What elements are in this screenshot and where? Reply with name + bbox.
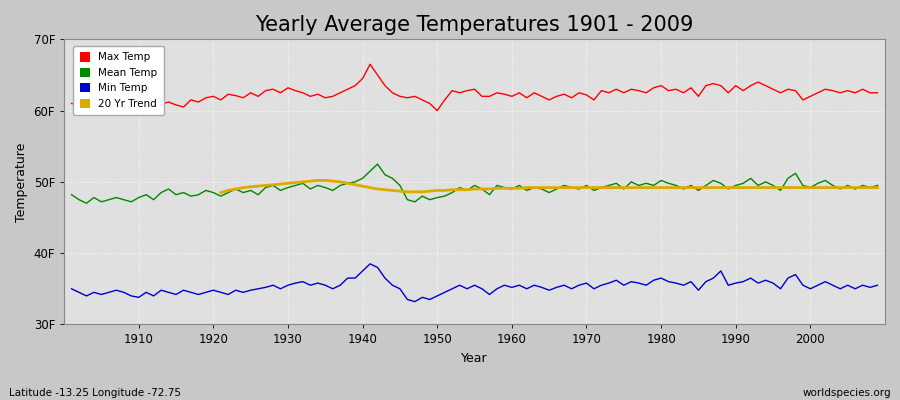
Legend: Max Temp, Mean Temp, Min Temp, 20 Yr Trend: Max Temp, Mean Temp, Min Temp, 20 Yr Tre…: [74, 46, 164, 115]
Text: Latitude -13.25 Longitude -72.75: Latitude -13.25 Longitude -72.75: [9, 388, 181, 398]
Text: worldspecies.org: worldspecies.org: [803, 388, 891, 398]
Y-axis label: Temperature: Temperature: [15, 142, 28, 222]
Title: Yearly Average Temperatures 1901 - 2009: Yearly Average Temperatures 1901 - 2009: [256, 15, 694, 35]
X-axis label: Year: Year: [461, 352, 488, 365]
